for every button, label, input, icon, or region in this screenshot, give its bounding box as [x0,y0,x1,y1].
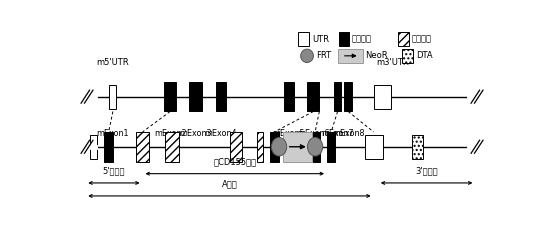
Bar [136,132,149,162]
Bar [398,33,409,46]
Bar [283,82,294,112]
Bar [339,33,348,46]
Bar [334,82,341,112]
Bar [365,135,382,159]
Text: FRT: FRT [316,51,331,60]
Bar [312,132,320,162]
Text: 人编码区: 人编码区 [412,35,432,44]
Ellipse shape [307,137,323,156]
Text: mExon7: mExon7 [321,129,354,138]
Bar [345,82,352,112]
Bar [90,135,97,159]
Text: DTA: DTA [416,51,433,60]
Bar [165,132,179,162]
Bar [338,49,363,62]
Bar [230,132,242,162]
Bar [298,33,309,46]
Bar [216,82,226,112]
Text: m5'UTR: m5'UTR [97,58,129,67]
Text: mExon2: mExon2 [154,129,187,138]
Ellipse shape [301,49,313,62]
Bar [307,82,319,112]
Bar [402,49,413,62]
Bar [164,82,177,112]
Text: mExon4: mExon4 [205,129,237,138]
Text: mExon3: mExon3 [179,129,212,138]
Text: mExon8: mExon8 [332,129,364,138]
Text: 5'同源臂: 5'同源臂 [103,167,125,175]
Bar [374,85,391,109]
Text: m3'UTR: m3'UTR [376,58,409,67]
Text: mExon5: mExon5 [272,129,305,138]
Text: mExon6: mExon6 [297,129,330,138]
Ellipse shape [271,137,287,156]
Bar [270,132,279,162]
Bar [104,132,113,162]
Text: NeoR: NeoR [365,51,388,60]
Bar [328,132,335,162]
Text: 鼠编码区: 鼠编码区 [352,35,371,44]
Text: UTR: UTR [312,35,329,44]
Bar [109,85,117,109]
Bar [257,132,264,162]
Bar [412,135,423,159]
Bar [283,132,312,162]
Text: A片段: A片段 [222,180,237,188]
Bar [189,82,202,112]
Text: 人CD155片段: 人CD155片段 [213,157,257,166]
Text: 3'同源臂: 3'同源臂 [415,167,438,175]
Text: mExon1: mExon1 [97,129,129,138]
